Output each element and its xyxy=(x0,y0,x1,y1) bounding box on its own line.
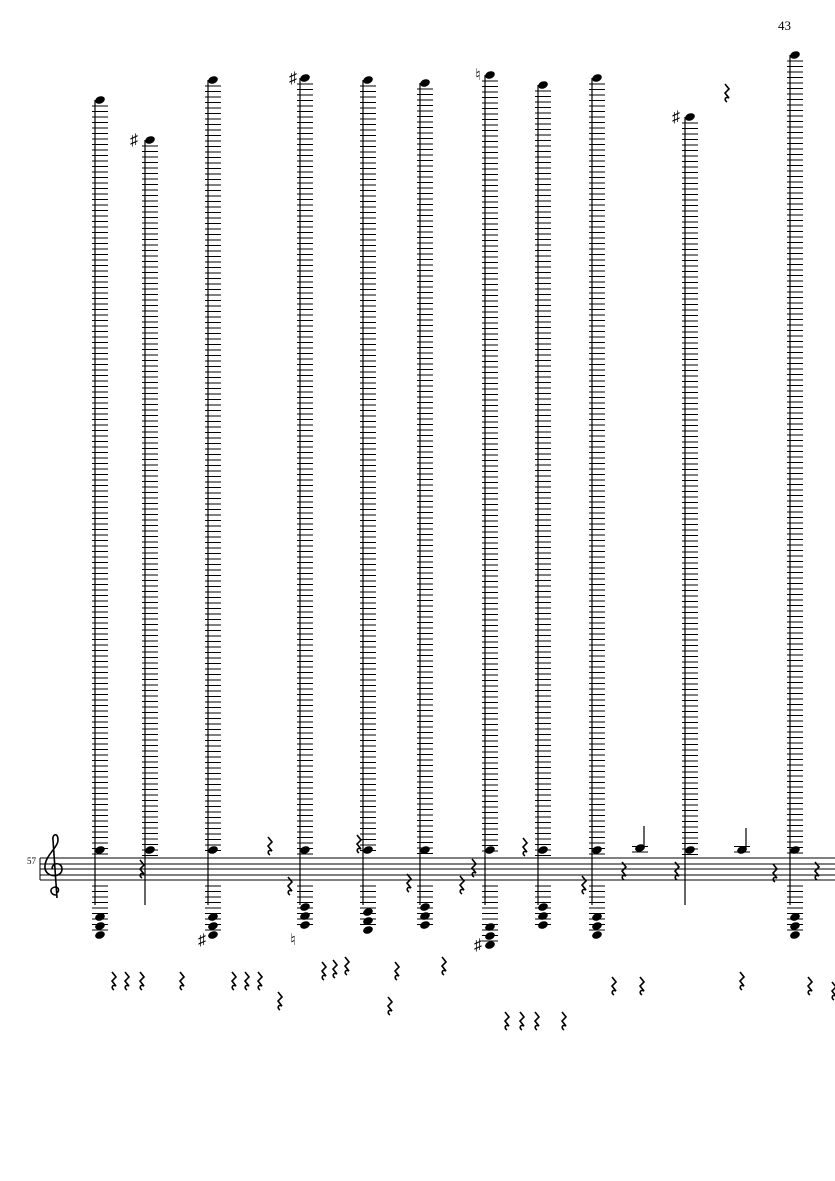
notehead xyxy=(300,74,310,82)
notehead xyxy=(300,903,310,911)
notehead xyxy=(485,71,495,79)
rest xyxy=(386,996,394,1016)
rest xyxy=(638,976,646,996)
accidental: ♯ xyxy=(474,937,482,954)
rest xyxy=(458,875,466,895)
notehead xyxy=(420,903,430,911)
rest xyxy=(343,956,351,976)
notehead xyxy=(790,931,800,939)
rest xyxy=(405,873,413,893)
notehead xyxy=(363,846,373,854)
notehead xyxy=(485,941,495,949)
rest xyxy=(813,861,821,881)
notehead xyxy=(592,846,602,854)
rest xyxy=(393,961,401,981)
rest xyxy=(266,836,274,856)
rest xyxy=(230,971,238,991)
notehead xyxy=(685,846,695,854)
notehead xyxy=(363,926,373,934)
accidental: ♯ xyxy=(289,70,297,87)
notehead xyxy=(420,846,430,854)
measure-number: 57 xyxy=(27,856,37,866)
rest xyxy=(560,1011,568,1031)
notehead xyxy=(538,912,548,920)
rest xyxy=(806,976,814,996)
notehead xyxy=(790,51,800,59)
rest xyxy=(470,858,478,878)
rest xyxy=(355,834,363,854)
rest xyxy=(243,971,251,991)
rest xyxy=(286,876,294,896)
notehead xyxy=(538,846,548,854)
notehead xyxy=(300,912,310,920)
rest xyxy=(580,875,588,895)
notehead xyxy=(95,846,105,854)
notehead xyxy=(485,846,495,854)
notehead xyxy=(538,81,548,89)
notes: ♯ ♯ ♮ ♯ ♯ ♮ ♯ xyxy=(92,51,835,1031)
notehead xyxy=(538,903,548,911)
rest xyxy=(123,971,131,991)
notehead xyxy=(145,136,155,144)
rest xyxy=(830,981,835,1001)
rest xyxy=(440,956,448,976)
notehead xyxy=(208,931,218,939)
accidental: ♮ xyxy=(475,67,481,84)
rest xyxy=(771,863,779,883)
rest xyxy=(723,83,731,103)
notehead xyxy=(95,96,105,104)
accidental: ♯ xyxy=(672,109,680,126)
rest xyxy=(110,971,118,991)
notehead xyxy=(363,76,373,84)
notehead xyxy=(790,846,800,854)
notehead xyxy=(300,846,310,854)
rest xyxy=(533,1011,541,1031)
rest xyxy=(620,861,628,881)
notehead xyxy=(685,113,695,121)
treble-clef xyxy=(44,833,63,899)
rest xyxy=(320,961,328,981)
rest xyxy=(138,971,146,991)
rest xyxy=(518,1011,526,1031)
notehead xyxy=(208,846,218,854)
staff xyxy=(39,857,835,881)
rest xyxy=(256,971,264,991)
notehead xyxy=(208,76,218,84)
accidental: ♮ xyxy=(290,932,296,949)
rest xyxy=(503,1011,511,1031)
notehead xyxy=(485,923,495,931)
notehead xyxy=(592,74,602,82)
rest xyxy=(610,976,618,996)
notehead xyxy=(145,846,155,854)
notehead xyxy=(420,912,430,920)
page-number: 43 xyxy=(778,18,791,33)
rest xyxy=(276,991,284,1011)
notehead xyxy=(592,931,602,939)
accidental: ♯ xyxy=(130,132,138,149)
rest xyxy=(521,837,529,857)
notehead xyxy=(420,79,430,87)
rest xyxy=(178,971,186,991)
rest xyxy=(738,971,746,991)
accidental: ♯ xyxy=(198,932,206,949)
rest xyxy=(673,861,681,881)
notehead xyxy=(95,931,105,939)
rest xyxy=(331,959,339,979)
rest xyxy=(138,859,146,879)
